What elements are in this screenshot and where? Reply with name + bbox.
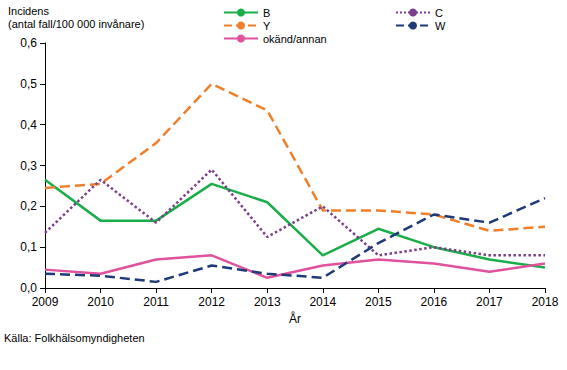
svg-text:2016: 2016 (421, 295, 448, 309)
svg-text:B: B (263, 7, 270, 19)
svg-text:0,3: 0,3 (20, 159, 37, 173)
svg-text:2014: 2014 (309, 295, 336, 309)
svg-text:2010: 2010 (87, 295, 114, 309)
svg-text:W: W (435, 20, 446, 32)
svg-text:0,2: 0,2 (20, 199, 37, 213)
svg-text:2013: 2013 (254, 295, 281, 309)
svg-text:2015: 2015 (365, 295, 392, 309)
svg-text:0,5: 0,5 (20, 77, 37, 91)
svg-text:2011: 2011 (143, 295, 169, 309)
svg-text:0,6: 0,6 (20, 36, 37, 50)
svg-text:(antal fall/100 000 invånare): (antal fall/100 000 invånare) (8, 18, 144, 30)
svg-text:2018: 2018 (532, 295, 559, 309)
svg-text:0,4: 0,4 (20, 118, 37, 132)
svg-text:År: År (289, 311, 301, 326)
svg-text:0,1: 0,1 (20, 240, 37, 254)
svg-text:Källa: Folkhälsomyndigheten: Källa: Folkhälsomyndigheten (4, 332, 145, 344)
svg-text:2012: 2012 (198, 295, 225, 309)
svg-text:2009: 2009 (32, 295, 59, 309)
svg-text:C: C (435, 7, 443, 19)
svg-text:0,0: 0,0 (20, 281, 37, 295)
svg-text:Y: Y (263, 20, 271, 32)
svg-text:okänd/annan: okänd/annan (263, 33, 327, 45)
svg-text:2017: 2017 (476, 295, 503, 309)
svg-text:Incidens: Incidens (8, 5, 49, 17)
